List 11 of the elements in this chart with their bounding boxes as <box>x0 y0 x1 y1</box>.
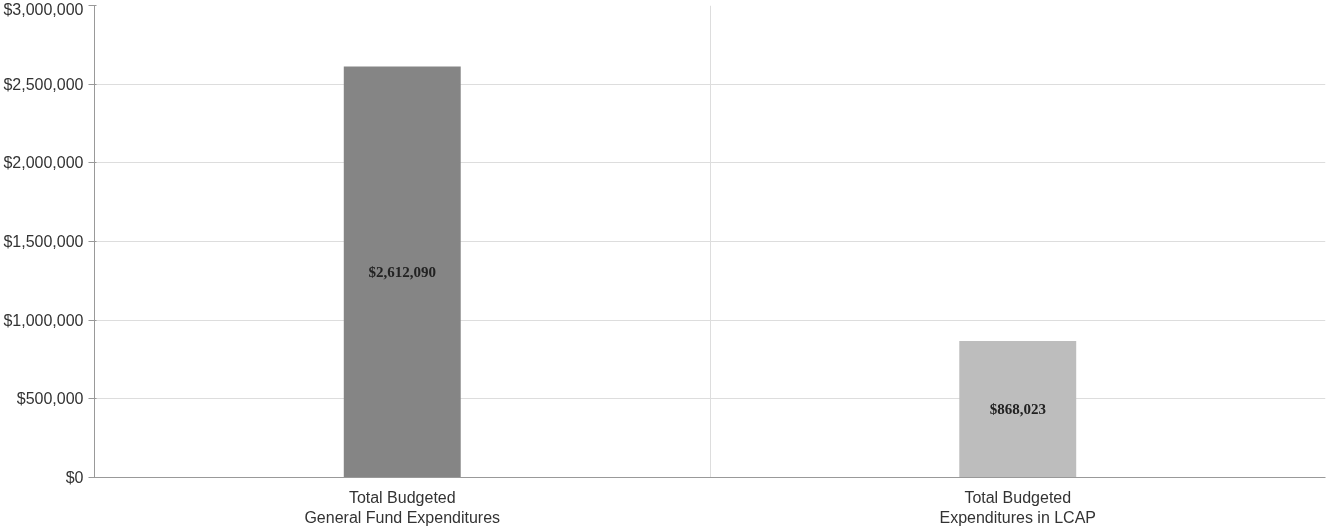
y-tick-label: $3,000,000 <box>3 0 84 18</box>
y-tick-label: $2,000,000 <box>3 154 84 172</box>
x-tick-label: Total Budgeted General Fund Expenditures <box>304 488 501 526</box>
data-label: $868,023 <box>989 401 1046 418</box>
data-label: $2,612,090 <box>368 264 436 281</box>
x-tick-label: Total Budgeted Expenditures in LCAP <box>939 488 1097 526</box>
y-tick-label: $2,500,000 <box>3 75 84 93</box>
y-tick-label: $1,500,000 <box>3 233 84 250</box>
y-tick-label: $1,000,000 <box>3 311 84 329</box>
y-tick-label: $500,000 <box>16 390 84 408</box>
y-tick-label: $0 <box>65 469 84 486</box>
